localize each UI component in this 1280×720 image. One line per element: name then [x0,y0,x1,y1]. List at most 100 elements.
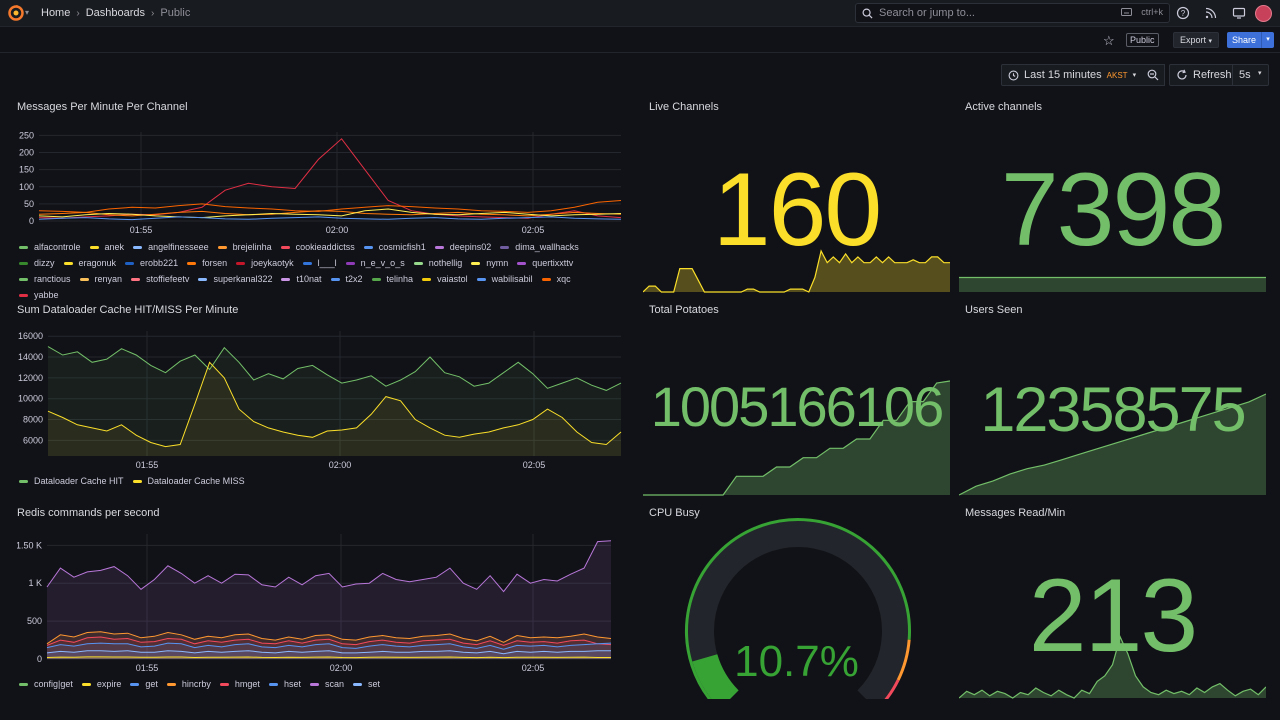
series-line[interactable] [47,346,622,391]
legend-item[interactable]: get [130,676,158,692]
legend-label: hset [283,679,301,689]
kiosk-monitor-icon[interactable] [1232,6,1246,20]
legend-item[interactable]: brejelinha [217,239,272,255]
legend-swatch [19,245,28,249]
legend-item[interactable]: Dataloader Cache HIT [19,473,124,489]
help-icon[interactable]: ? [1176,6,1190,20]
legend-label: expire [96,679,122,689]
legend-item[interactable]: dizzy [19,255,55,271]
legend-item[interactable]: hset [268,676,301,692]
legend-label: dizzy [34,258,55,268]
export-button[interactable]: Export ▾ [1173,32,1220,48]
clock-icon [1008,70,1019,80]
legend-item[interactable]: set [352,676,380,692]
legend-item[interactable]: deepins02 [434,239,491,255]
legend-item[interactable]: superkanal322 [198,271,272,287]
series-line[interactable] [38,138,622,219]
star-icon[interactable]: ☆ [1103,33,1115,48]
legend-swatch [130,682,140,686]
search-input[interactable]: Search or jump to... ctrl+k [855,3,1170,23]
legend-item[interactable]: hincrby [166,676,211,692]
gauge-track [688,521,908,699]
legend-item[interactable]: anek [89,239,124,255]
series-line[interactable] [46,631,612,645]
legend-swatch [500,245,510,249]
y-tick-label: 16000 [18,331,43,341]
legend-label: superkanal322 [213,274,273,284]
legend-item[interactable]: angelfinesseee [133,239,209,255]
zoom-out-button[interactable] [1141,64,1165,86]
legend-item[interactable]: yabbe [19,287,59,303]
series-area [48,362,621,456]
series-line[interactable] [46,540,612,593]
legend-swatch [363,245,373,249]
share-button[interactable]: Share [1227,32,1262,48]
breadcrumb-dashboards[interactable]: Dashboards [85,7,146,19]
series-line[interactable] [38,210,622,217]
y-tick-label: 250 [19,130,34,140]
news-feed-icon[interactable] [1204,6,1218,20]
legend-item[interactable]: joeykaotyk [236,255,294,271]
breadcrumb-home[interactable]: Home [41,7,71,19]
series-line[interactable] [46,636,612,646]
legend-swatch [268,682,278,686]
legend-item[interactable]: expire [81,676,122,692]
legend-item[interactable]: wabilisabil [476,271,533,287]
legend-item[interactable]: n_e_v_o_s [345,255,405,271]
redis-chart: 0 500 1 K 1.50 K 01:55 02:00 02:05 [17,534,612,673]
legend-item[interactable]: eragonuk [63,255,116,271]
legend-item[interactable]: hmget [219,676,260,692]
series-line[interactable] [38,200,622,213]
legend-item[interactable]: nothellig [413,255,462,271]
legend-item[interactable]: erobb221 [125,255,178,271]
legend-item[interactable]: telinha [371,271,413,287]
legend-item[interactable]: stoffiefeetv [131,271,189,287]
dashboard-action-bar: ☆ Public Export ▾ Share ▾ [0,27,1280,53]
avatar[interactable] [1255,5,1272,22]
legend-item[interactable]: quertixxttv [517,255,573,271]
panel-active-channels: Active channels 7398 [959,101,1266,293]
series-line[interactable] [46,656,611,659]
legend-item[interactable]: l___l [302,255,337,271]
legend-item[interactable]: vaiastol [422,271,468,287]
panel-total-potatoes: Total Potatoes 1005166106 [643,304,950,496]
series-line[interactable] [46,650,611,655]
y-tick-label: 500 [27,616,42,626]
legend-item[interactable]: xqc [541,271,571,287]
legend-label: Dataloader Cache MISS [147,476,245,486]
time-range-picker[interactable]: Last 15 minutes AKST ▾ [1001,64,1165,86]
refresh-picker[interactable]: Refresh 5s ▾ [1169,64,1269,86]
legend-item[interactable]: forsen [187,255,227,271]
legend-item[interactable]: nymn [471,255,508,271]
legend-item[interactable]: renyan [79,271,122,287]
legend-swatch [280,245,290,249]
legend-item[interactable]: cookieaddictss [280,239,355,255]
legend-item[interactable]: cosmicfish1 [363,239,426,255]
sparkline-line [643,249,950,293]
sparkline-area [959,277,1266,292]
legend-swatch [236,261,246,265]
panel-title: Total Potatoes [649,304,719,316]
legend-item[interactable]: t10nat [281,271,322,287]
keyboard-icon [1121,8,1133,16]
series-line[interactable] [47,361,622,448]
share-dropdown-chevron-icon[interactable]: ▾ [1261,32,1274,48]
y-tick-label: 1 K [28,578,42,588]
grafana-logo-icon[interactable] [8,5,24,21]
legend-item[interactable]: config|get [19,676,73,692]
messages-read-value: 213 [1028,558,1199,674]
legend-item[interactable]: Dataloader Cache MISS [132,473,245,489]
legend-item[interactable]: ranctious [19,271,71,287]
chevron-down-icon[interactable]: ▾ [25,8,30,17]
legend-swatch [132,479,142,483]
series-line[interactable] [46,642,612,650]
active-channels-value: 7398 [1000,152,1226,268]
legend-item[interactable]: t2x2 [330,271,363,287]
legend-swatch [19,277,28,281]
series-line[interactable] [38,208,622,219]
x-tick-label: 02:05 [522,225,545,235]
legend-item[interactable]: scan [309,676,344,692]
legend-item[interactable]: alfacontrole [19,239,81,255]
series-line[interactable] [38,216,622,221]
legend-item[interactable]: dima_wallhacks [500,239,579,255]
